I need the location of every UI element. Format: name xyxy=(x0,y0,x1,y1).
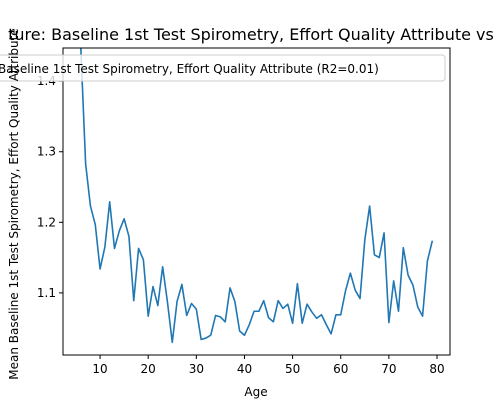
x-tick-label: 50 xyxy=(285,362,300,376)
x-axis-label: Age xyxy=(244,385,267,399)
x-axis-ticks: 10 20 30 40 50 60 70 80 xyxy=(92,355,445,376)
y-tick-label: 1.3 xyxy=(37,145,56,159)
legend-box xyxy=(0,54,446,82)
plot-frame xyxy=(62,47,451,356)
x-tick-label: 40 xyxy=(237,362,252,376)
x-tick-label: 60 xyxy=(333,362,348,376)
x-tick-label: 10 xyxy=(92,362,107,376)
series-line xyxy=(80,48,433,344)
series-layer xyxy=(80,48,433,344)
chart-title: ture: Baseline 1st Test Spirometry, Effo… xyxy=(8,25,494,44)
x-tick-label: 70 xyxy=(381,362,396,376)
legend-entry-label: Baseline 1st Test Spirometry, Effort Qua… xyxy=(0,62,379,76)
y-tick-label: 1.2 xyxy=(37,215,56,229)
x-tick-label: 20 xyxy=(141,362,156,376)
y-axis-label: Mean Baseline 1st Test Spirometry, Effor… xyxy=(7,28,21,379)
x-tick-label: 80 xyxy=(429,362,444,376)
y-tick-label: 1.1 xyxy=(37,286,56,300)
x-tick-label: 30 xyxy=(189,362,204,376)
legend: Baseline 1st Test Spirometry, Effort Qua… xyxy=(0,54,446,82)
